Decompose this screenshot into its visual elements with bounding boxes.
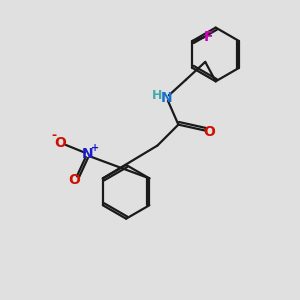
Text: O: O	[68, 173, 80, 187]
Text: O: O	[203, 125, 215, 139]
Text: -: -	[51, 130, 56, 142]
Text: N: N	[160, 91, 172, 105]
Text: +: +	[91, 143, 99, 153]
Text: O: O	[55, 136, 66, 149]
Text: N: N	[82, 148, 93, 161]
Text: H: H	[152, 89, 162, 102]
Text: F: F	[204, 30, 214, 44]
